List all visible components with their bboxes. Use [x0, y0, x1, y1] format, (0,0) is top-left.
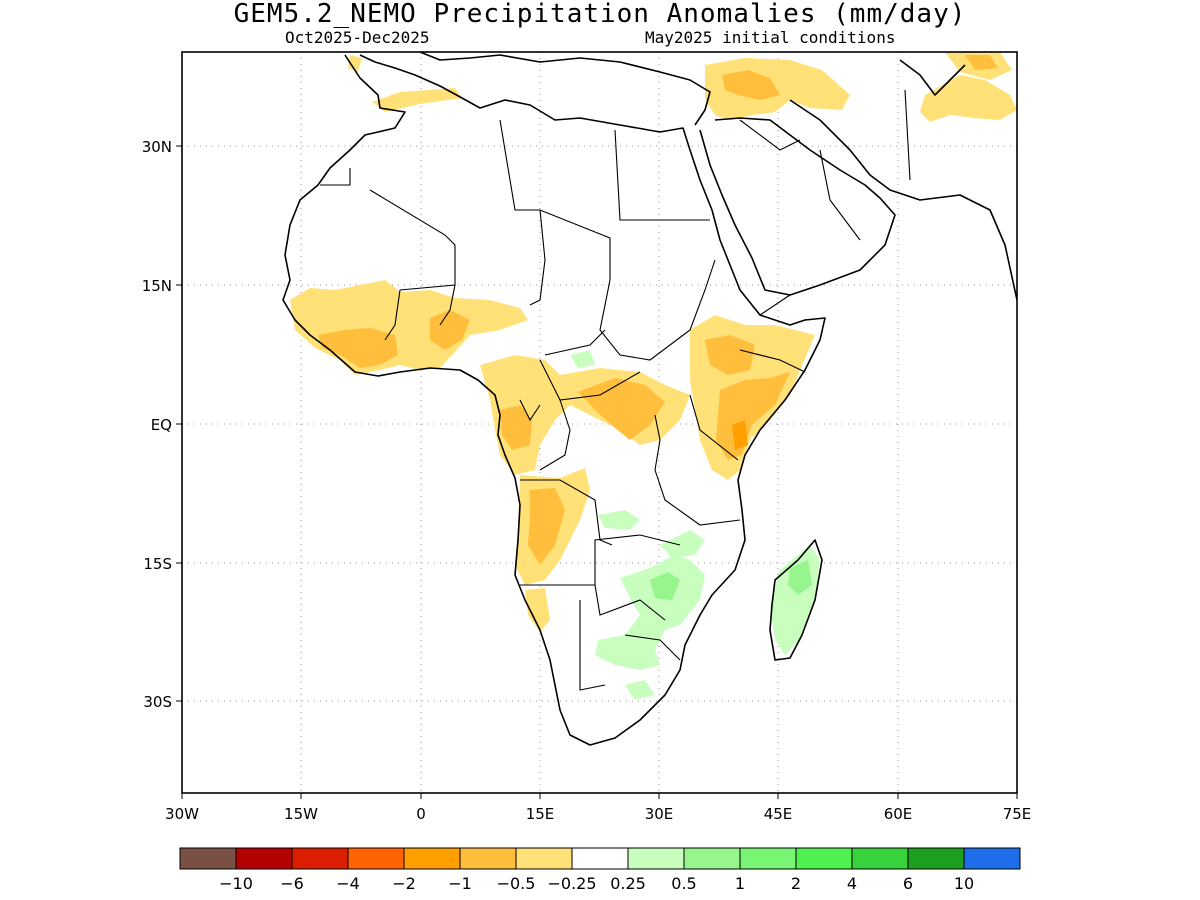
- gridlines: [182, 52, 1017, 793]
- colorbar-swatch: [795, 847, 853, 870]
- colorbar-label: −4: [336, 874, 360, 893]
- colorbar-swatch: [347, 847, 405, 870]
- anomaly-wet-zimbabwe: [595, 555, 705, 670]
- lon-tick-label: 15E: [526, 805, 555, 823]
- lat-tick-label: EQ: [151, 416, 172, 434]
- colorbar-label: −6: [280, 874, 304, 893]
- colorbar-swatch: [515, 847, 573, 870]
- anomaly-drier-ethiopia: [705, 335, 755, 375]
- lon-tick-label: 60E: [884, 805, 913, 823]
- x-axis-labels: 30W 15W 0 15E 30E 45E 60E 75E: [165, 805, 1031, 823]
- anomaly-dry-mediterranean: [348, 55, 362, 72]
- colorbar-label: −2: [392, 874, 416, 893]
- axis-ticks: [176, 145, 1018, 799]
- colorbar-swatch: [907, 847, 965, 870]
- anomaly-drier-west-africa: [318, 328, 398, 368]
- coastlines: [282, 52, 1017, 746]
- anomaly-dry-iran: [920, 75, 1017, 122]
- lon-tick-label: 30E: [645, 805, 674, 823]
- colorbar-label: −0.25: [547, 874, 596, 893]
- anomaly-dry-west-sahel: [290, 280, 528, 375]
- colorbar-swatch: [403, 847, 461, 870]
- map-title: GEM5.2_NEMO Precipitation Anomalies (mm/…: [233, 0, 967, 29]
- anomaly-wet-madagascar: [770, 545, 820, 655]
- colorbar-label: −10: [219, 874, 253, 893]
- colorbar-label: 0.25: [610, 874, 646, 893]
- lon-tick-label: 45E: [764, 805, 793, 823]
- colorbar-label: 10: [954, 874, 974, 893]
- colorbar-swatch: [571, 847, 629, 870]
- anomaly-drier2-kenya: [732, 420, 748, 450]
- arabia-coastline: [699, 117, 896, 296]
- colorbar-swatch: [851, 847, 909, 870]
- lon-tick-label: 30W: [165, 805, 199, 823]
- colorbar-swatch: [627, 847, 685, 870]
- colorbar-label: −0.5: [497, 874, 536, 893]
- lat-tick-label: 30S: [143, 693, 172, 711]
- madagascar-coast: [769, 539, 823, 661]
- colorbar-label: 2: [791, 874, 801, 893]
- colorbar-swatch: [459, 847, 517, 870]
- anomaly-drier-middle-east: [722, 70, 780, 100]
- colorbar-label: −1: [448, 874, 472, 893]
- colorbar-swatch: [179, 847, 237, 870]
- anomaly-dry-north-algeria: [372, 88, 462, 112]
- anomaly-drier-nigeria: [430, 310, 470, 350]
- colorbar-swatch: [963, 847, 1021, 870]
- colorbar-label: 6: [903, 874, 913, 893]
- anomaly-drier-congo: [578, 378, 665, 440]
- lat-tick-label: 15N: [142, 277, 172, 295]
- forecast-period: Oct2025-Dec2025: [285, 28, 430, 47]
- anomaly-wet-zambia: [598, 510, 640, 530]
- anomaly-dry-namibia: [525, 588, 550, 632]
- borders: [320, 89, 911, 691]
- colorbar-swatch: [235, 847, 293, 870]
- anomaly-drier-angola: [528, 488, 565, 565]
- colorbar-label: 1: [735, 874, 745, 893]
- initial-conditions: May2025 initial conditions: [645, 28, 896, 47]
- anomaly-wetter-zimbabwe: [650, 572, 680, 600]
- lat-tick-label: 15S: [143, 555, 172, 573]
- colorbar-swatch: [683, 847, 741, 870]
- y-axis-labels: 30N 15N EQ 15S 30S: [142, 138, 172, 711]
- colorbar-label: 0.5: [671, 874, 696, 893]
- map-frame: [181, 51, 1018, 794]
- caspian-coast: [899, 59, 966, 96]
- lat-tick-label: 30N: [142, 138, 172, 156]
- africa-coastline: [282, 54, 826, 746]
- anomaly-wet-south-africa: [625, 680, 655, 700]
- anomaly-wetter-madagascar: [788, 560, 812, 595]
- anomaly-wet-mozambique: [660, 530, 705, 558]
- anomaly-wet-car: [570, 350, 595, 368]
- lon-tick-label: 15W: [284, 805, 318, 823]
- persian-gulf-coast: [789, 99, 1017, 301]
- anomaly-drier-gabon: [500, 405, 532, 450]
- mediterranean-north: [419, 52, 711, 126]
- lon-tick-label: 0: [416, 805, 426, 823]
- anomaly-drier-caspian: [965, 55, 998, 70]
- colorbar-swatch: [739, 847, 797, 870]
- anomaly-fills: [290, 52, 1017, 700]
- colorbar-label: 4: [847, 874, 857, 893]
- colorbar-legend: −10 −6 −4 −2 −1 −0.5 −0.25 0.25 0.5 1 2 4 6 10: [179, 847, 1021, 893]
- colorbar-swatch: [291, 847, 349, 870]
- lon-tick-label: 75E: [1003, 805, 1032, 823]
